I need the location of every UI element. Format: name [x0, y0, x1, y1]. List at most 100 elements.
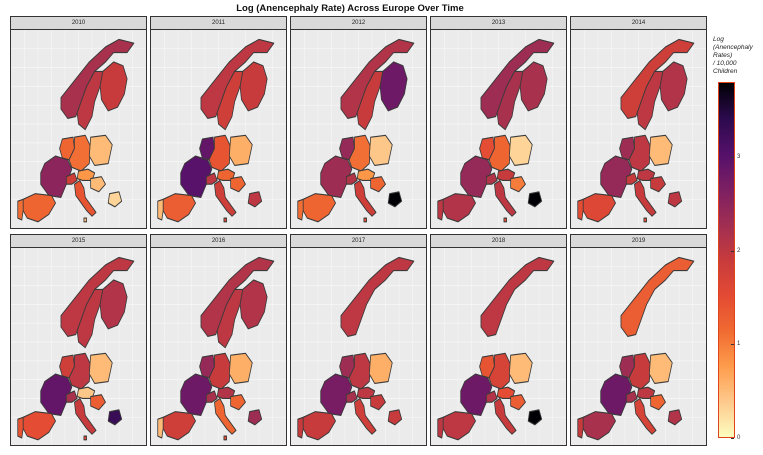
map-plot-area: [151, 247, 286, 445]
country-hungary: [370, 176, 386, 193]
country-poland: [88, 352, 113, 384]
europe-map: [291, 247, 426, 445]
chart-title: Log (Anencephaly Rate) Across Europe Ove…: [236, 3, 464, 14]
country-portugal: [577, 416, 584, 439]
map-plot-area: [431, 30, 566, 228]
country-bulgaria: [247, 408, 263, 425]
country-norway: [480, 38, 555, 119]
facet-panel-2015: 2015: [10, 233, 147, 446]
country-italy: [494, 179, 517, 217]
country-switzerland: [65, 172, 78, 185]
europe-map: [11, 247, 146, 445]
country-malta: [83, 435, 88, 440]
country-spain: [442, 410, 476, 440]
country-finland: [239, 61, 268, 112]
country-poland: [368, 134, 393, 166]
country-france: [460, 372, 493, 416]
facet-panel-2010: 2010: [10, 16, 147, 229]
country-hungary: [90, 176, 106, 193]
country-poland: [508, 134, 533, 166]
country-portugal: [577, 198, 584, 221]
country-bulgaria: [247, 191, 263, 208]
legend-tick-1: 1: [730, 341, 741, 348]
country-hungary: [230, 176, 246, 193]
map-plot-area: [571, 247, 706, 445]
country-hungary: [90, 393, 106, 410]
country-bulgaria: [387, 408, 403, 425]
country-norway: [480, 256, 555, 337]
country-sweden: [76, 288, 104, 348]
facet-grid: 2010 2011 2012 2013 2014 2015 2016 2017 2018 2019: [10, 16, 707, 446]
legend-title: Log (Anencephaly Rates) / 10,000 Childre…: [713, 36, 753, 75]
country-norway: [200, 38, 275, 119]
country-bulgaria: [387, 191, 403, 208]
country-finland: [519, 61, 548, 112]
country-norway: [60, 38, 135, 119]
country-spain: [22, 410, 56, 440]
country-switzerland: [205, 172, 218, 185]
country-switzerland: [345, 172, 358, 185]
country-norway: [60, 256, 135, 337]
country-france: [180, 372, 213, 416]
country-poland: [648, 352, 673, 384]
country-italy: [214, 179, 237, 217]
country-portugal: [437, 198, 444, 221]
country-spain: [302, 410, 336, 440]
country-switzerland: [205, 389, 218, 403]
country-switzerland: [485, 172, 498, 185]
country-bulgaria: [107, 408, 123, 425]
facet-panel-2011: 2011: [150, 16, 287, 229]
country-switzerland: [65, 389, 78, 403]
country-italy: [74, 179, 97, 217]
country-italy: [634, 179, 657, 217]
country-spain: [302, 193, 336, 223]
country-norway: [340, 256, 415, 337]
facet-strip-label: 2019: [571, 234, 706, 248]
country-finland: [99, 278, 128, 329]
facet-panel-2013: 2013: [430, 16, 567, 229]
country-norway: [620, 38, 695, 119]
map-plot-area: [431, 247, 566, 445]
country-sweden: [76, 70, 104, 131]
country-portugal: [17, 416, 24, 439]
facet-strip-label: 2018: [431, 234, 566, 248]
facet-strip-label: 2016: [151, 234, 286, 248]
country-france: [40, 372, 73, 416]
facet-panel-2016: 2016: [150, 233, 287, 446]
country-hungary: [510, 176, 526, 193]
facet-strip-label: 2011: [151, 17, 286, 30]
facet-panel-2017: 2017: [290, 233, 427, 446]
map-plot-area: [11, 30, 146, 228]
country-poland: [228, 134, 253, 166]
country-spain: [22, 193, 56, 223]
country-france: [320, 155, 353, 198]
map-plot-area: [11, 247, 146, 445]
country-finland: [659, 61, 688, 112]
europe-map: [291, 30, 426, 228]
map-plot-area: [151, 30, 286, 228]
country-sweden: [496, 70, 524, 131]
facet-panel-2018: 2018: [430, 233, 567, 446]
country-malta: [503, 217, 508, 223]
country-spain: [162, 410, 196, 440]
country-portugal: [437, 416, 444, 439]
facet-strip-label: 2013: [431, 17, 566, 30]
country-switzerland: [485, 389, 498, 403]
country-sweden: [356, 70, 384, 131]
country-spain: [582, 410, 616, 440]
country-italy: [354, 179, 377, 217]
country-sweden: [216, 70, 244, 131]
country-poland: [368, 352, 393, 384]
map-plot-area: [291, 247, 426, 445]
facet-strip-label: 2014: [571, 17, 706, 30]
country-spain: [162, 193, 196, 223]
country-malta: [223, 435, 228, 440]
country-italy: [214, 397, 237, 435]
facet-strip-label: 2010: [11, 17, 146, 30]
legend-colorbar: [718, 82, 735, 438]
country-switzerland: [625, 389, 638, 403]
legend-tick-0: 0: [730, 435, 741, 441]
country-finland: [239, 278, 268, 329]
country-sweden: [216, 288, 244, 348]
country-hungary: [650, 176, 666, 193]
